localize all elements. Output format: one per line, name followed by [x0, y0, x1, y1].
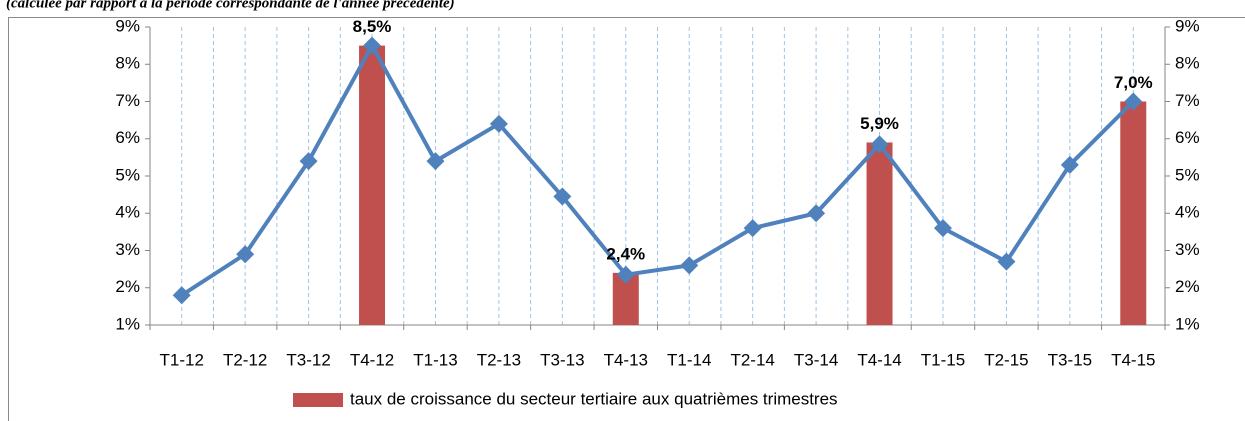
legend-swatch: [293, 393, 343, 407]
y-tick-label: 9%: [115, 16, 140, 35]
legend-label: taux de croissance du secteur tertiaire …: [350, 389, 838, 408]
y2-tick-label: 4%: [1175, 203, 1200, 222]
x-tick-label: T4-15: [1111, 350, 1155, 369]
marker: [870, 135, 889, 154]
marker: [743, 219, 762, 238]
x-tick-label: T3-12: [286, 350, 330, 369]
x-tick-label: T1-14: [667, 350, 711, 369]
y-tick-label: 7%: [115, 91, 140, 110]
x-tick-label: T1-13: [413, 350, 457, 369]
x-tick-label: T3-14: [794, 350, 838, 369]
y-tick-label: 6%: [115, 128, 140, 147]
marker: [172, 286, 191, 305]
x-tick-label: T2-15: [984, 350, 1028, 369]
marker: [363, 36, 382, 55]
x-tick-label: T4-13: [604, 350, 648, 369]
x-tick-label: T3-13: [540, 350, 584, 369]
chart-subtitle: (calculée par rapport à la période corre…: [6, 0, 455, 11]
y2-tick-label: 9%: [1175, 16, 1200, 35]
x-tick-label: T1-12: [160, 350, 204, 369]
y2-tick-label: 5%: [1175, 165, 1200, 184]
data-label: 7,0%: [1114, 73, 1153, 92]
x-tick-label: T3-15: [1048, 350, 1092, 369]
marker: [933, 219, 952, 238]
y2-tick-label: 6%: [1175, 128, 1200, 147]
x-tick-label: T4-12: [350, 350, 394, 369]
marker: [1060, 155, 1079, 174]
marker: [426, 152, 445, 171]
marker: [807, 204, 826, 223]
y2-tick-label: 2%: [1175, 277, 1200, 296]
marker: [299, 152, 318, 171]
data-label: 5,9%: [860, 114, 899, 133]
chart-frame: [8, 17, 1245, 421]
line: [180, 43, 1135, 297]
y2-tick-label: 8%: [1175, 54, 1200, 73]
data-label: 8,5%: [353, 17, 392, 36]
y-tick-label: 4%: [115, 203, 140, 222]
marker: [616, 265, 635, 284]
marker: [489, 114, 508, 133]
x-tick-label: T2-14: [730, 350, 774, 369]
y-tick-label: 8%: [115, 54, 140, 73]
data-label: 2,4%: [606, 244, 645, 263]
y2-tick-label: 3%: [1175, 240, 1200, 259]
marker: [553, 187, 572, 206]
marker: [236, 245, 255, 264]
x-tick-label: T2-13: [477, 350, 521, 369]
marker: [997, 252, 1016, 271]
y-tick-label: 1%: [115, 314, 140, 333]
y2-tick-label: 7%: [1175, 91, 1200, 110]
y-tick-label: 3%: [115, 240, 140, 259]
marker: [1124, 92, 1143, 111]
y-tick-label: 2%: [115, 277, 140, 296]
marker: [680, 256, 699, 275]
bar: [1120, 101, 1147, 325]
bar: [359, 45, 386, 325]
x-tick-label: T4-14: [857, 350, 901, 369]
y-tick-label: 5%: [115, 165, 140, 184]
bar: [866, 142, 893, 325]
y2-tick-label: 1%: [1175, 314, 1200, 333]
x-tick-label: T2-12: [223, 350, 267, 369]
x-tick-label: T1-15: [921, 350, 965, 369]
